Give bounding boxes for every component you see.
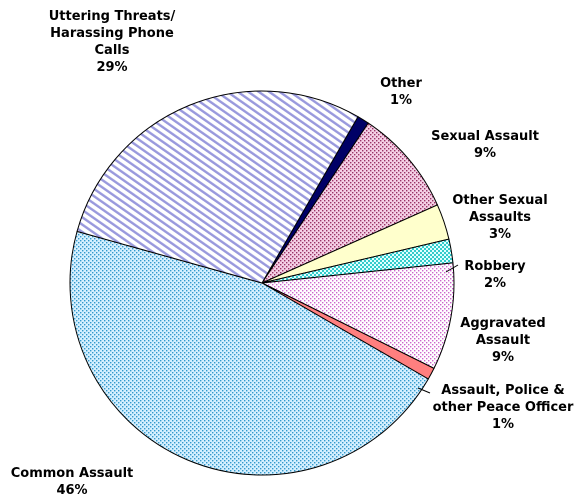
percent-label: 2%: [483, 276, 507, 291]
category-name: Other: [380, 76, 422, 91]
category-name: Common Assault: [10, 466, 134, 481]
pie-slice: [76, 90, 359, 284]
slice-label: Assault, Police & other Peace Officer 1%: [428, 382, 578, 433]
slice-label: Other 1%: [366, 75, 436, 109]
percent-label: 9%: [491, 350, 515, 365]
percent-label: 3%: [488, 227, 512, 242]
category-name: Other Sexual Assaults: [452, 193, 548, 225]
pie-slice: [69, 230, 429, 476]
leader-line: [445, 264, 459, 273]
slice-label: Sexual Assault 9%: [410, 128, 560, 162]
leader-line: [417, 387, 431, 394]
pie-slice: [260, 122, 439, 285]
category-name: Uttering Threats/ Harassing Phone Calls: [48, 9, 176, 58]
category-name: Robbery: [464, 259, 526, 274]
slice-label: Common Assault 46%: [0, 465, 147, 499]
percent-label: 1%: [491, 417, 515, 432]
percent-label: 9%: [473, 146, 497, 161]
category-name: Sexual Assault: [431, 129, 539, 144]
slice-label: Other Sexual Assaults 3%: [443, 192, 558, 243]
percent-label: 46%: [56, 483, 88, 498]
slice-label: Aggravated Assault 9%: [448, 315, 558, 366]
slice-label: Robbery 2%: [455, 258, 535, 292]
category-name: Assault, Police & other Peace Officer: [432, 383, 574, 415]
percent-label: 1%: [389, 93, 413, 108]
category-name: Aggravated Assault: [460, 316, 546, 348]
slice-label: Uttering Threats/ Harassing Phone Calls 2…: [32, 8, 192, 76]
percent-label: 29%: [96, 60, 128, 75]
pie-slice: [260, 262, 455, 370]
